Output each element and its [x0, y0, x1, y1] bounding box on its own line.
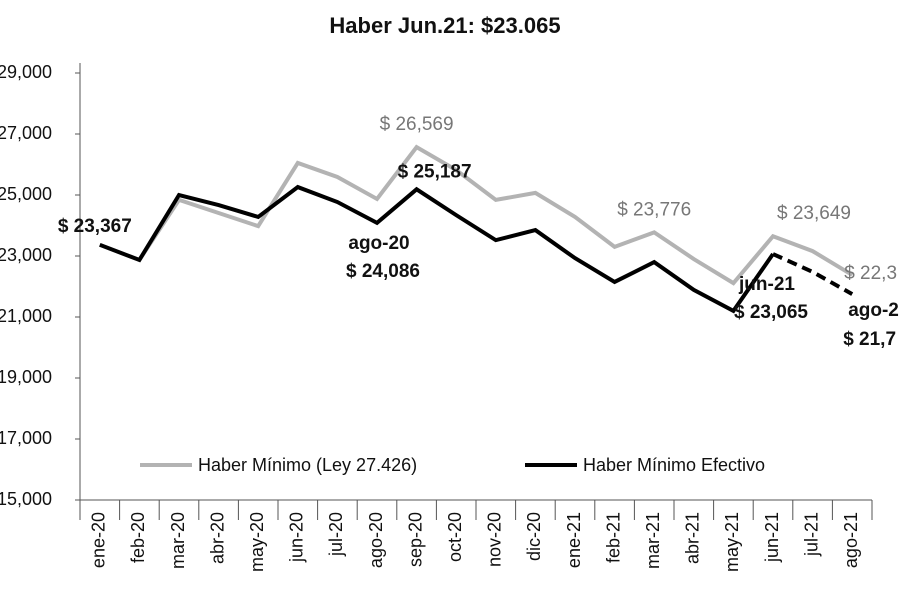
data-label: $ 26,569	[380, 114, 454, 135]
x-tick-label: sep-20	[405, 512, 425, 567]
legend-label: Haber Mínimo Efectivo	[583, 455, 765, 475]
data-label: $ 22,3	[844, 263, 897, 284]
x-tick-label: ago-20	[366, 512, 386, 568]
point-label: jun-21	[738, 274, 795, 295]
data-label: $ 23,776	[617, 199, 691, 220]
data-label: $ 23,367	[58, 216, 132, 237]
data-label: $ 23,649	[777, 203, 851, 224]
y-tick-label: 29,000	[0, 62, 52, 82]
x-tick-label: oct-20	[445, 512, 465, 562]
x-tick-label: mar-21	[643, 512, 663, 569]
line-series-dashed	[772, 252, 854, 296]
data-label: $ 23,065	[734, 302, 808, 323]
x-tick-label: abr-21	[683, 512, 703, 564]
x-tick-label: nov-20	[485, 512, 505, 567]
y-tick-label: 19,000	[0, 367, 52, 387]
x-tick-label: may-20	[247, 512, 267, 572]
chart-title: Haber Jun.21: $23.065	[329, 13, 560, 38]
x-tick-label: feb-20	[128, 512, 148, 563]
x-tick-label: abr-20	[207, 512, 227, 564]
data-label: $ 24,086	[346, 261, 420, 282]
y-tick-label: 27,000	[0, 123, 52, 143]
x-tick-label: may-21	[722, 512, 742, 572]
x-tick-label: jun-20	[287, 512, 307, 563]
x-tick-label: jul-21	[801, 512, 821, 557]
x-tick-label: ene-20	[89, 512, 109, 568]
point-label: ago-21	[848, 300, 900, 321]
y-tick-label: 25,000	[0, 184, 52, 204]
legend-label: Haber Mínimo (Ley 27.426)	[198, 455, 417, 475]
x-tick-label: jun-21	[762, 512, 782, 563]
y-tick-label: 23,000	[0, 245, 52, 265]
y-tick-label: 21,000	[0, 306, 52, 326]
y-tick-label: 15,000	[0, 489, 52, 509]
line-series	[99, 144, 854, 286]
data-label: $ 25,187	[398, 161, 472, 182]
line-series	[99, 184, 775, 314]
x-tick-label: mar-20	[168, 512, 188, 569]
point-label: ago-20	[348, 233, 409, 254]
x-tick-label: dic-20	[524, 512, 544, 561]
x-tick-label: feb-21	[603, 512, 623, 563]
x-tick-label: ene-21	[564, 512, 584, 568]
data-label: $ 21,7	[843, 329, 896, 350]
y-tick-label: 17,000	[0, 428, 52, 448]
x-tick-label: ago-21	[841, 512, 861, 568]
x-tick-label: jul-20	[326, 512, 346, 557]
